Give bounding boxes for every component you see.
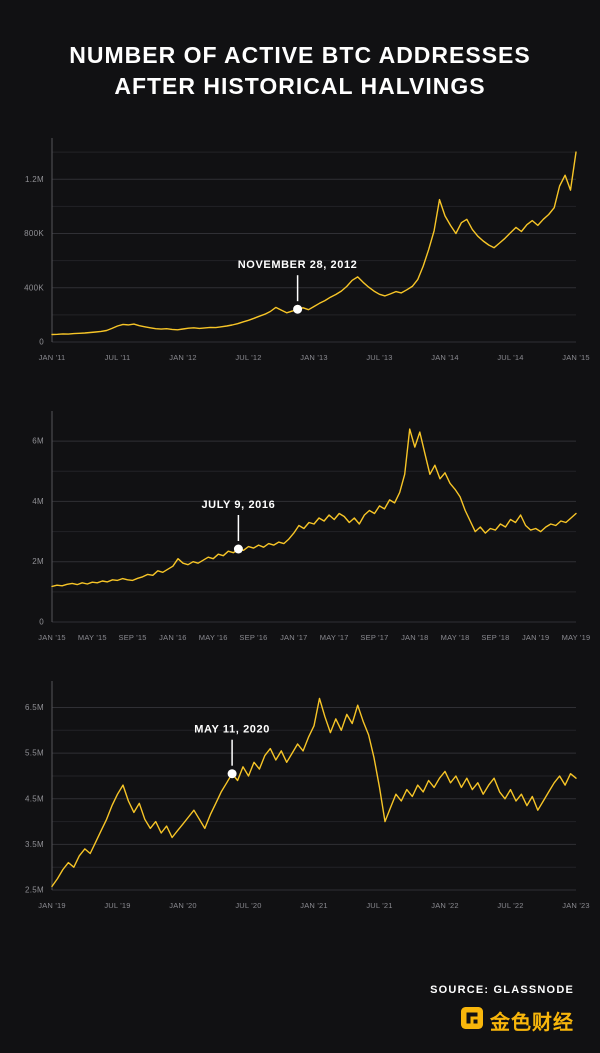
source-credit: SOURCE: GLASSNODE xyxy=(430,984,574,996)
jinse-logo-icon xyxy=(461,1007,483,1034)
x-tick-label: SEP '16 xyxy=(239,633,267,642)
x-tick-label: JAN '11 xyxy=(39,353,66,362)
x-tick-label: JAN '13 xyxy=(300,353,327,362)
y-tick-label: 3.5M xyxy=(25,840,44,849)
x-tick-label: JAN '22 xyxy=(431,901,458,910)
x-tick-label: MAY '19 xyxy=(562,633,591,642)
x-tick-label: JAN '19 xyxy=(522,633,549,642)
x-tick-label: JAN '17 xyxy=(280,633,307,642)
chart-2020-halving: 2.5M 3.5M 4.5M 5.5M 6.5M JAN '19 JUL '19 JAN '2… xyxy=(0,673,600,921)
x-tick-label: JUL '19 xyxy=(104,901,130,910)
y-tick-label: 5.5M xyxy=(25,749,44,758)
x-tick-label: MAY '15 xyxy=(78,633,107,642)
y-tick-label: 1.2M xyxy=(25,175,44,184)
annotation-dot xyxy=(233,544,243,554)
page-title: NUMBER OF ACTIVE BTC ADDRESSES AFTER HIS… xyxy=(0,40,600,102)
x-tick-label: JAN '14 xyxy=(431,353,458,362)
y-tick-label: 400K xyxy=(24,283,44,292)
x-tick-label: MAY '18 xyxy=(441,633,470,642)
x-tick-label: SEP '15 xyxy=(119,633,147,642)
chart-svg: 0 2M 4M 6M JAN '15 MAY '15 SEP '15 JAN '16 MAY '… xyxy=(32,411,591,642)
x-tick-label: MAY '17 xyxy=(320,633,349,642)
y-tick-label: 0 xyxy=(39,338,44,347)
x-tick-label: JUL '11 xyxy=(105,353,131,362)
x-tick-label: MAY '16 xyxy=(199,633,228,642)
chart-2012-halving: 0 400K 800K 1.2M JAN '11 JUL '11 JAN '12 JUL '1… xyxy=(0,130,600,373)
y-tick-label: 6.5M xyxy=(25,703,44,712)
page-title-line2: AFTER HISTORICAL HALVINGS xyxy=(114,73,486,100)
brand-name: 金色财经 xyxy=(490,1012,574,1034)
x-tick-label: JAN '21 xyxy=(300,901,327,910)
y-tick-label: 2.5M xyxy=(25,886,44,895)
x-tick-label: SEP '18 xyxy=(481,633,509,642)
series-line xyxy=(51,697,577,888)
x-tick-label: JAN '16 xyxy=(159,633,186,642)
footer: SOURCE: GLASSNODE 金色财经 xyxy=(430,984,574,1035)
brand-row: 金色财经 xyxy=(430,1006,574,1035)
y-tick-label: 800K xyxy=(24,229,44,238)
annotation-label: JULY 9, 2016 xyxy=(201,499,275,511)
x-tick-label: JUL '21 xyxy=(366,901,392,910)
page-title-line1: NUMBER OF ACTIVE BTC ADDRESSES xyxy=(69,42,531,68)
y-tick-label: 2M xyxy=(32,557,44,566)
annotation-label: MAY 11, 2020 xyxy=(194,724,270,736)
x-tick-label: JUL '14 xyxy=(497,353,523,362)
y-tick-label: 4.5M xyxy=(25,794,44,803)
chart-2016-halving: 0 2M 4M 6M JAN '15 MAY '15 SEP '15 JAN '16 MAY '… xyxy=(0,403,600,653)
x-tick-label: SEP '17 xyxy=(360,633,388,642)
x-tick-label: JUL '22 xyxy=(497,901,523,910)
x-tick-label: JUL '12 xyxy=(235,353,261,362)
x-tick-label: JAN '12 xyxy=(169,353,196,362)
series-line xyxy=(51,151,577,336)
chart-svg: 2.5M 3.5M 4.5M 5.5M 6.5M JAN '19 JUL '19 JAN '2… xyxy=(25,681,590,910)
x-tick-label: JAN '20 xyxy=(169,901,196,910)
x-tick-label: JUL '13 xyxy=(366,353,392,362)
y-tick-label: 0 xyxy=(39,618,44,627)
x-tick-label: JAN '18 xyxy=(401,633,428,642)
x-tick-label: JAN '19 xyxy=(38,901,65,910)
series-line xyxy=(51,428,577,588)
y-tick-label: 4M xyxy=(32,497,44,506)
x-tick-label: JAN '23 xyxy=(562,901,589,910)
x-tick-label: JUL '20 xyxy=(235,901,261,910)
x-tick-label: JAN '15 xyxy=(38,633,65,642)
x-tick-label: JAN '15 xyxy=(562,353,589,362)
annotation-dot xyxy=(227,769,237,779)
y-tick-label: 6M xyxy=(32,437,44,446)
annotation-label: NOVEMBER 28, 2012 xyxy=(238,259,358,271)
annotation-dot xyxy=(293,304,303,314)
chart-svg: 0 400K 800K 1.2M JAN '11 JUL '11 JAN '12 JUL '1… xyxy=(24,138,590,362)
